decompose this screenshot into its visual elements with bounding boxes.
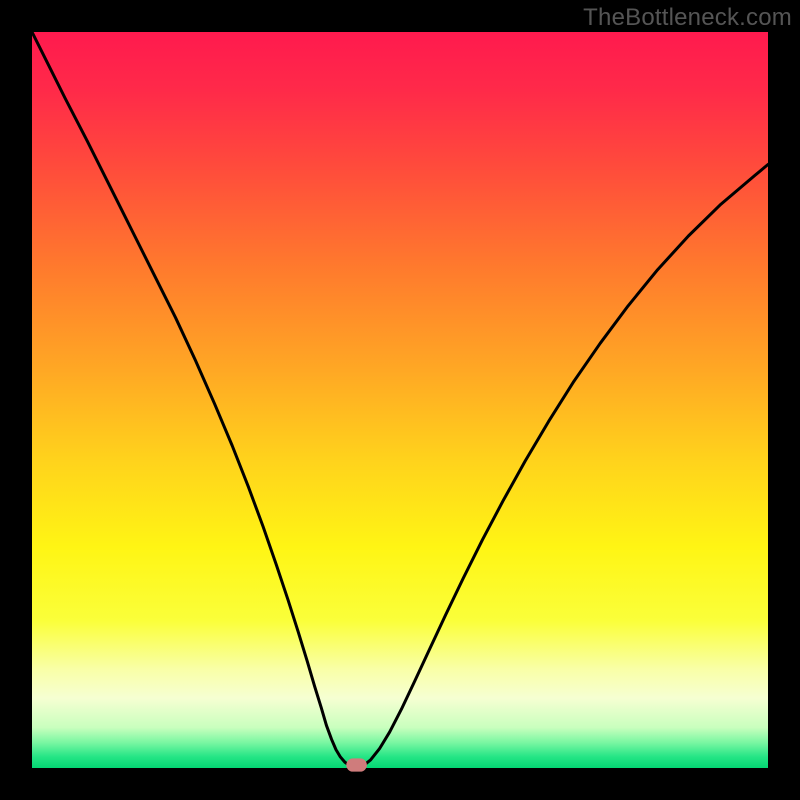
chart-stage: TheBottleneck.com	[0, 0, 800, 800]
bottleneck-chart	[0, 0, 800, 800]
watermark-text: TheBottleneck.com	[583, 4, 792, 32]
optimum-marker	[346, 758, 367, 771]
plot-area	[32, 32, 768, 768]
